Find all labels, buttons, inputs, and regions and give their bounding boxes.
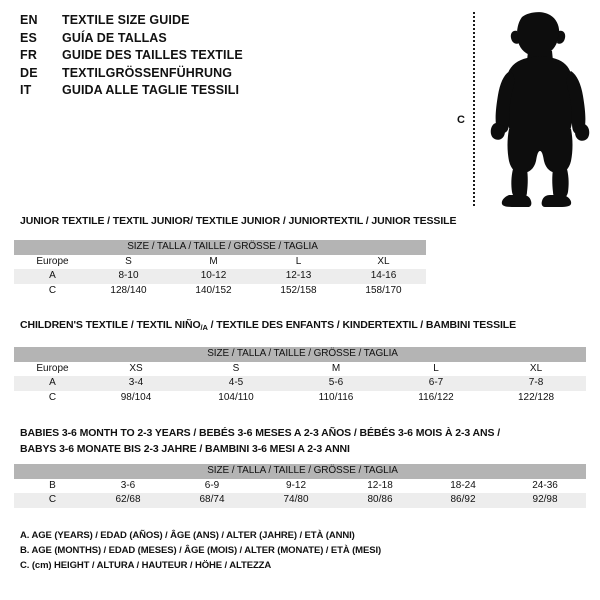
language-row-en: EN TEXTILE SIZE GUIDE	[20, 13, 440, 31]
language-code-de: DE	[20, 65, 38, 80]
language-row-de: DE TEXTILGRÖSSENFÜHRUNG	[20, 66, 440, 84]
babies-cell-c-3: 80/86	[338, 493, 422, 508]
children-row-label-a: A	[14, 376, 86, 391]
babies-cell-c-2: 74/80	[254, 493, 338, 508]
language-row-es: ES GUÍA DE TALLAS	[20, 31, 440, 49]
children-cell-europe-1: S	[186, 361, 286, 376]
babies-row-label-c: C	[14, 493, 86, 508]
children-cell-c-1: 104/110	[186, 390, 286, 405]
legend-line-c: C. (cm) HEIGHT / ALTURA / HAUTEUR / HÖHE…	[20, 560, 272, 571]
babies-cell-c-0: 62/68	[86, 493, 170, 508]
junior-cell-a-2: 12-13	[256, 269, 341, 284]
height-measure-dotted-line	[473, 12, 475, 206]
junior-cell-c-3: 158/170	[341, 283, 426, 298]
babies-section-heading: BABIES 3-6 MONTH TO 2-3 YEARS / BEBÉS 3-…	[20, 427, 500, 455]
children-heading-subscript: /A	[200, 323, 208, 332]
babies-heading-line-2: BABYS 3-6 MONATE BIS 2-3 JAHRE / BAMBINI…	[20, 442, 350, 455]
children-cell-a-2: 5-6	[286, 376, 386, 391]
legend-line-b: B. AGE (MONTHS) / EDAD (MESES) / ÂGE (MO…	[20, 545, 382, 556]
junior-row-label-c: C	[14, 283, 86, 298]
children-size-table: SIZE / TALLA / TAILLE / GRÖSSE / TAGLIA …	[14, 347, 587, 405]
babies-cell-c-4: 86/92	[422, 493, 504, 508]
junior-cell-a-1: 10-12	[171, 269, 256, 284]
junior-table-row-europe: Europe S M L XL	[14, 254, 426, 269]
junior-table-row-a: A 8-10 10-12 12-13 14-16	[14, 269, 426, 284]
language-title-it: GUIDA ALLE TAGLIE TESSILI	[62, 83, 240, 98]
height-measurement-figure: C	[440, 8, 600, 208]
babies-size-bar-label: SIZE / TALLA / TAILLE / GRÖSSE / TAGLIA	[14, 464, 587, 479]
language-title-de: TEXTILGRÖSSENFÜHRUNG	[62, 65, 233, 80]
babies-size-table: SIZE / TALLA / TAILLE / GRÖSSE / TAGLIA …	[14, 464, 587, 508]
language-code-en: EN	[20, 13, 38, 27]
children-table-row-c: C 98/104 104/110 110/116 116/122 122/128	[14, 390, 587, 405]
babies-row-label-b: B	[14, 478, 86, 493]
children-cell-a-4: 7-8	[486, 376, 587, 391]
junior-cell-europe-1: M	[171, 254, 256, 269]
children-cell-europe-3: L	[386, 361, 486, 376]
children-section-heading: CHILDREN'S TEXTILE / TEXTIL NIÑO/A / TEX…	[20, 319, 516, 332]
babies-cell-b-3: 12-18	[338, 478, 422, 493]
children-cell-europe-0: XS	[86, 361, 186, 376]
babies-cell-b-5: 24-36	[504, 478, 587, 493]
junior-cell-a-0: 8-10	[86, 269, 171, 284]
children-row-label-europe: Europe	[14, 361, 86, 376]
children-table-bar-row: SIZE / TALLA / TAILLE / GRÖSSE / TAGLIA	[14, 347, 587, 362]
junior-cell-c-2: 152/158	[256, 283, 341, 298]
language-code-fr: FR	[20, 48, 38, 63]
children-cell-c-2: 110/116	[286, 390, 386, 405]
children-cell-c-3: 116/122	[386, 390, 486, 405]
junior-row-label-europe: Europe	[14, 254, 86, 269]
language-row-fr: FR GUIDE DES TAILLES TEXTILE	[20, 48, 440, 66]
junior-size-table: SIZE / TALLA / TAILLE / GRÖSSE / TAGLIA …	[14, 240, 426, 298]
babies-cell-b-2: 9-12	[254, 478, 338, 493]
babies-heading-line-1: BABIES 3-6 MONTH TO 2-3 YEARS / BEBÉS 3-…	[20, 427, 501, 439]
measurement-legend: A. AGE (YEARS) / EDAD (AÑOS) / ÂGE (ANS)…	[20, 528, 580, 573]
language-row-it: IT GUIDA ALLE TAGLIE TESSILI	[20, 83, 440, 101]
children-cell-c-4: 122/128	[486, 390, 587, 405]
junior-table-row-c: C 128/140 140/152 152/158 158/170	[14, 283, 426, 298]
babies-cell-c-5: 92/98	[504, 493, 587, 508]
babies-cell-b-0: 3-6	[86, 478, 170, 493]
babies-table-row-b: B 3-6 6-9 9-12 12-18 18-24 24-36	[14, 478, 587, 493]
legend-line-a: A. AGE (YEARS) / EDAD (AÑOS) / ÂGE (ANS)…	[20, 530, 355, 541]
children-cell-a-3: 6-7	[386, 376, 486, 391]
junior-cell-europe-0: S	[86, 254, 171, 269]
babies-table-row-c: C 62/68 68/74 74/80 80/86 86/92 92/98	[14, 493, 587, 508]
junior-section-heading: JUNIOR TEXTILE / TEXTIL JUNIOR/ TEXTILE …	[20, 215, 457, 227]
children-cell-a-1: 4-5	[186, 376, 286, 391]
height-measure-label: C	[457, 114, 465, 126]
children-heading-post: / TEXTILE DES ENFANTS / KINDERTEXTIL / B…	[207, 319, 517, 331]
children-cell-europe-2: M	[286, 361, 386, 376]
junior-cell-a-3: 14-16	[341, 269, 426, 284]
junior-table-bar-row: SIZE / TALLA / TAILLE / GRÖSSE / TAGLIA	[14, 240, 426, 255]
junior-cell-europe-2: L	[256, 254, 341, 269]
junior-cell-c-0: 128/140	[86, 283, 171, 298]
toddler-silhouette-icon	[490, 12, 590, 207]
children-row-label-c: C	[14, 390, 86, 405]
junior-cell-c-1: 140/152	[171, 283, 256, 298]
babies-cell-c-1: 68/74	[170, 493, 254, 508]
children-heading-pre: CHILDREN'S TEXTILE / TEXTIL NIÑO	[20, 319, 201, 331]
children-table-row-a: A 3-4 4-5 5-6 6-7 7-8	[14, 376, 587, 391]
children-cell-c-0: 98/104	[86, 390, 186, 405]
junior-row-label-a: A	[14, 269, 86, 284]
language-title-en: TEXTILE SIZE GUIDE	[62, 13, 190, 27]
language-code-es: ES	[20, 30, 38, 45]
children-table-row-europe: Europe XS S M L XL	[14, 361, 587, 376]
babies-cell-b-4: 18-24	[422, 478, 504, 493]
junior-cell-europe-3: XL	[341, 254, 426, 269]
babies-table-bar-row: SIZE / TALLA / TAILLE / GRÖSSE / TAGLIA	[14, 464, 587, 479]
junior-size-bar-label: SIZE / TALLA / TAILLE / GRÖSSE / TAGLIA	[14, 240, 426, 255]
children-cell-a-0: 3-4	[86, 376, 186, 391]
language-title-fr: GUIDE DES TAILLES TEXTILE	[62, 48, 243, 63]
language-title-es: GUÍA DE TALLAS	[62, 30, 167, 45]
babies-cell-b-1: 6-9	[170, 478, 254, 493]
language-header: EN TEXTILE SIZE GUIDE ES GUÍA DE TALLAS …	[20, 13, 440, 101]
language-code-it: IT	[20, 83, 32, 98]
children-cell-europe-4: XL	[486, 361, 587, 376]
children-size-bar-label: SIZE / TALLA / TAILLE / GRÖSSE / TAGLIA	[14, 347, 587, 362]
